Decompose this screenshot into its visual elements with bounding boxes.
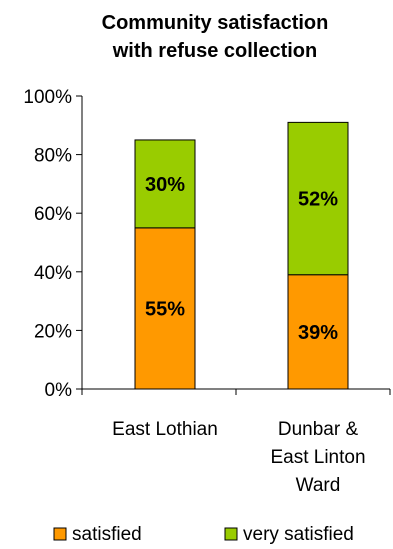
legend-swatch — [53, 527, 67, 541]
x-category-label: East Lothian — [112, 419, 218, 440]
legend-item-satisfied: satisfied — [53, 524, 142, 545]
legend-item-very-satisfied: very satisfied — [224, 524, 354, 545]
data-labels: 55% 30% 39% 52% — [145, 174, 338, 344]
x-category-label: Dunbar & East Linton Ward — [270, 419, 365, 496]
data-label: 39% — [298, 322, 338, 344]
y-tick-label: 60% — [34, 204, 72, 225]
bar-segment-very-satisfied — [287, 121, 349, 276]
bar-segment-very-satisfied — [134, 139, 196, 229]
y-tick-label: 100% — [23, 87, 72, 108]
legend-label: satisfied — [72, 524, 142, 545]
legend-swatch — [224, 527, 238, 541]
x-axis: East Lothian Dunbar & East Linton Ward — [81, 388, 391, 496]
data-label: 52% — [298, 189, 338, 211]
y-tick-label: 20% — [34, 321, 72, 342]
bar-segment-satisfied — [287, 274, 349, 390]
legend: satisfied very satisfied — [53, 524, 354, 545]
bars — [134, 121, 349, 390]
y-tick-label: 80% — [34, 146, 72, 167]
y-tick-label: 40% — [34, 263, 72, 284]
data-label: 55% — [145, 298, 185, 320]
chart-title-line-1: Community satisfaction — [102, 12, 329, 34]
data-label: 30% — [145, 174, 185, 196]
bar-segment-satisfied — [134, 227, 196, 390]
legend-label: very satisfied — [243, 524, 354, 545]
y-axis: 0% 20% 40% 60% 80% 100% — [23, 87, 83, 401]
y-tick-label: 0% — [45, 380, 73, 401]
chart-title-line-2: with refuse collection — [112, 40, 317, 62]
chart-title: Community satisfaction with refuse colle… — [102, 12, 329, 62]
